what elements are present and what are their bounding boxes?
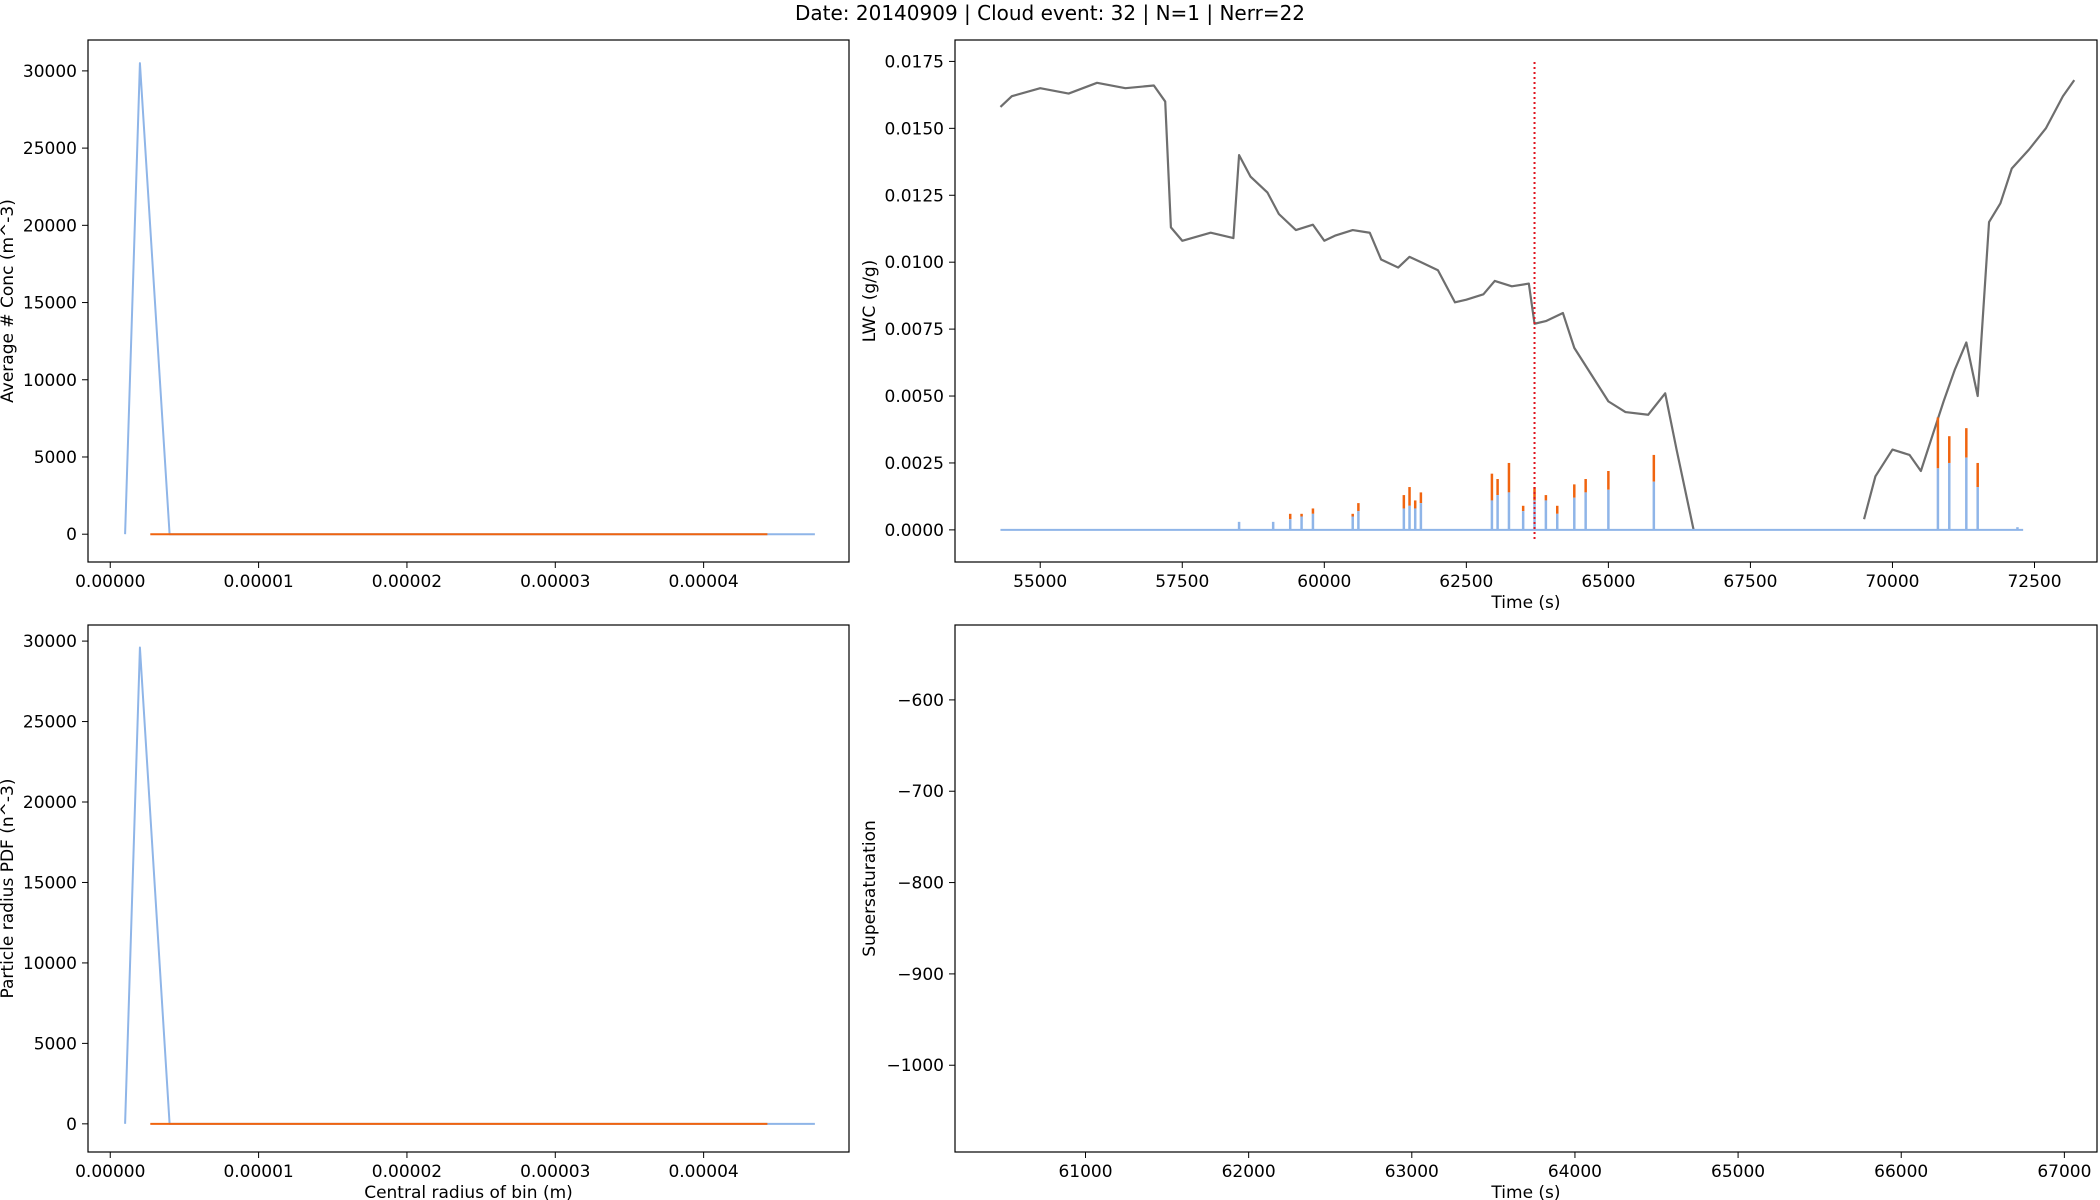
x-tick-label: 0.00004	[668, 572, 738, 592]
y-tick-label: 0.0175	[885, 52, 944, 72]
y-tick-label: 10000	[23, 371, 77, 391]
x-tick-label: 67500	[1723, 572, 1777, 592]
panel-supersaturation: 61000 62000 63000 64000 65000 66000 67000 −600 −…	[860, 624, 2098, 1200]
y-tick-label: 0.0075	[885, 320, 944, 340]
y-tick-label: −1000	[886, 1056, 944, 1076]
x-tick-label: 62500	[1439, 572, 1493, 592]
series-line-blue	[124, 62, 815, 536]
x-tick-label: 0.00000	[75, 1162, 145, 1182]
conc-plot-area	[124, 62, 815, 536]
x-tick-label: 57500	[1155, 572, 1209, 592]
ss-axes-frame	[954, 624, 2098, 1153]
x-tick-label: 0.00002	[372, 1162, 442, 1182]
x-tick-label: 0.00000	[75, 572, 145, 592]
y-tick-label: 20000	[23, 216, 77, 236]
y-tick-label: 0.0025	[885, 454, 944, 474]
y-tick-label: 25000	[23, 713, 77, 733]
y-axis-label: Particle radius PDF (n^-3)	[0, 779, 18, 999]
figure-title: Date: 20140909 | Cloud event: 32 | N=1 |…	[795, 1, 1305, 25]
panel-lwc: 55000 57500 60000 62500 65000 67500 70000 72500…	[860, 39, 2098, 613]
panel-radius-pdf: 0.00000 0.00001 0.00002 0.00003 0.00004 0 5000…	[0, 624, 850, 1200]
x-tick-label: 67000	[2037, 1162, 2091, 1182]
y-tick-label: 20000	[23, 793, 77, 813]
x-tick-label: 65000	[1711, 1162, 1765, 1182]
conc-axes-frame	[87, 39, 850, 563]
y-tick-label: −600	[897, 691, 944, 711]
x-axis-label: Central radius of bin (m)	[364, 1183, 573, 1200]
pdf-plot-area	[124, 646, 815, 1125]
panel-average-conc: 0.00000 0.00001 0.00002 0.00003 0.00004 0 5000…	[0, 39, 850, 592]
x-tick-label: 0.00003	[520, 572, 590, 592]
y-tick-label: 0.0000	[885, 521, 944, 541]
y-tick-label: −900	[897, 965, 944, 985]
x-tick-label: 65000	[1581, 572, 1635, 592]
y-tick-label: 10000	[23, 954, 77, 974]
series-line-blue	[124, 646, 815, 1125]
lwc-trace-segment	[1862, 79, 2076, 520]
x-tick-label: 0.00002	[372, 572, 442, 592]
x-tick-label: 0.00003	[520, 1162, 590, 1182]
y-tick-label: 30000	[23, 632, 77, 652]
y-tick-label: 0.0125	[885, 186, 944, 206]
lwc-trace-segment	[999, 81, 1695, 531]
x-tick-label: 55000	[1013, 572, 1067, 592]
x-tick-label: 70000	[1865, 572, 1919, 592]
y-axis-label: Average # Conc (m^-3)	[0, 199, 18, 403]
lwc-axes-frame	[954, 39, 2098, 563]
x-tick-label: 61000	[1058, 1162, 1112, 1182]
y-tick-label: −700	[897, 782, 944, 802]
x-tick-label: 0.00001	[223, 1162, 293, 1182]
y-tick-label: 0	[66, 1115, 77, 1135]
y-tick-label: −800	[897, 874, 944, 894]
x-tick-label: 0.00004	[668, 1162, 738, 1182]
x-tick-label: 72500	[2007, 572, 2061, 592]
x-tick-label: 66000	[1874, 1162, 1928, 1182]
x-tick-label: 62000	[1222, 1162, 1276, 1182]
pdf-axes-frame	[87, 624, 850, 1153]
y-tick-label: 30000	[23, 62, 77, 82]
x-axis-label: Time (s)	[1490, 593, 1560, 613]
x-tick-label: 60000	[1297, 572, 1351, 592]
y-tick-label: 0.0100	[885, 253, 944, 273]
y-tick-label: 0.0050	[885, 387, 944, 407]
y-axis-label: LWC (g/g)	[860, 260, 880, 343]
y-tick-label: 15000	[23, 294, 77, 314]
y-tick-label: 15000	[23, 873, 77, 893]
y-tick-label: 25000	[23, 139, 77, 159]
y-tick-label: 0	[66, 525, 77, 545]
x-tick-label: 64000	[1548, 1162, 1602, 1182]
lwc-plot-area	[999, 62, 2076, 540]
y-tick-label: 5000	[34, 1034, 77, 1054]
x-tick-label: 0.00001	[223, 572, 293, 592]
y-tick-label: 0.0150	[885, 119, 944, 139]
y-axis-label: Supersaturation	[860, 820, 880, 957]
y-tick-label: 5000	[34, 448, 77, 468]
x-tick-label: 63000	[1385, 1162, 1439, 1182]
x-axis-label: Time (s)	[1490, 1183, 1560, 1200]
